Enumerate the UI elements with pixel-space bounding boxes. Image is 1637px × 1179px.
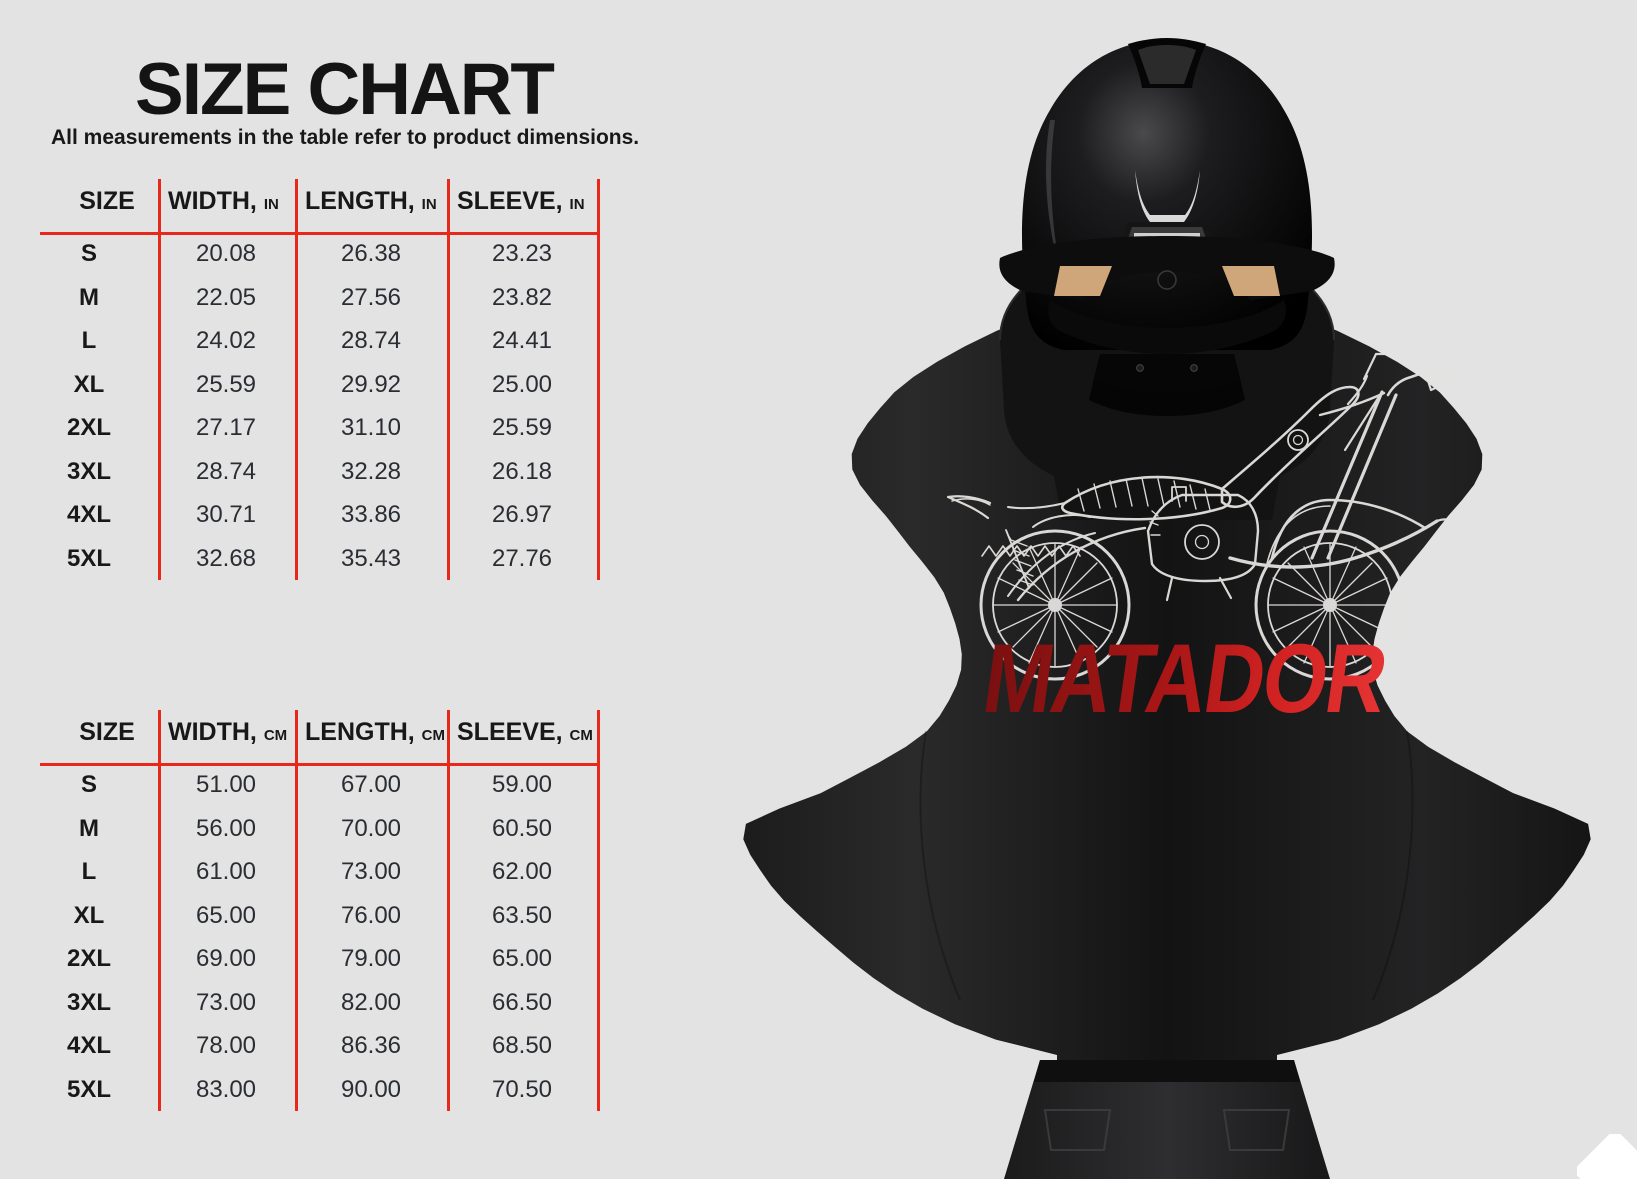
svg-text:MATADOR: MATADOR bbox=[977, 623, 1393, 732]
